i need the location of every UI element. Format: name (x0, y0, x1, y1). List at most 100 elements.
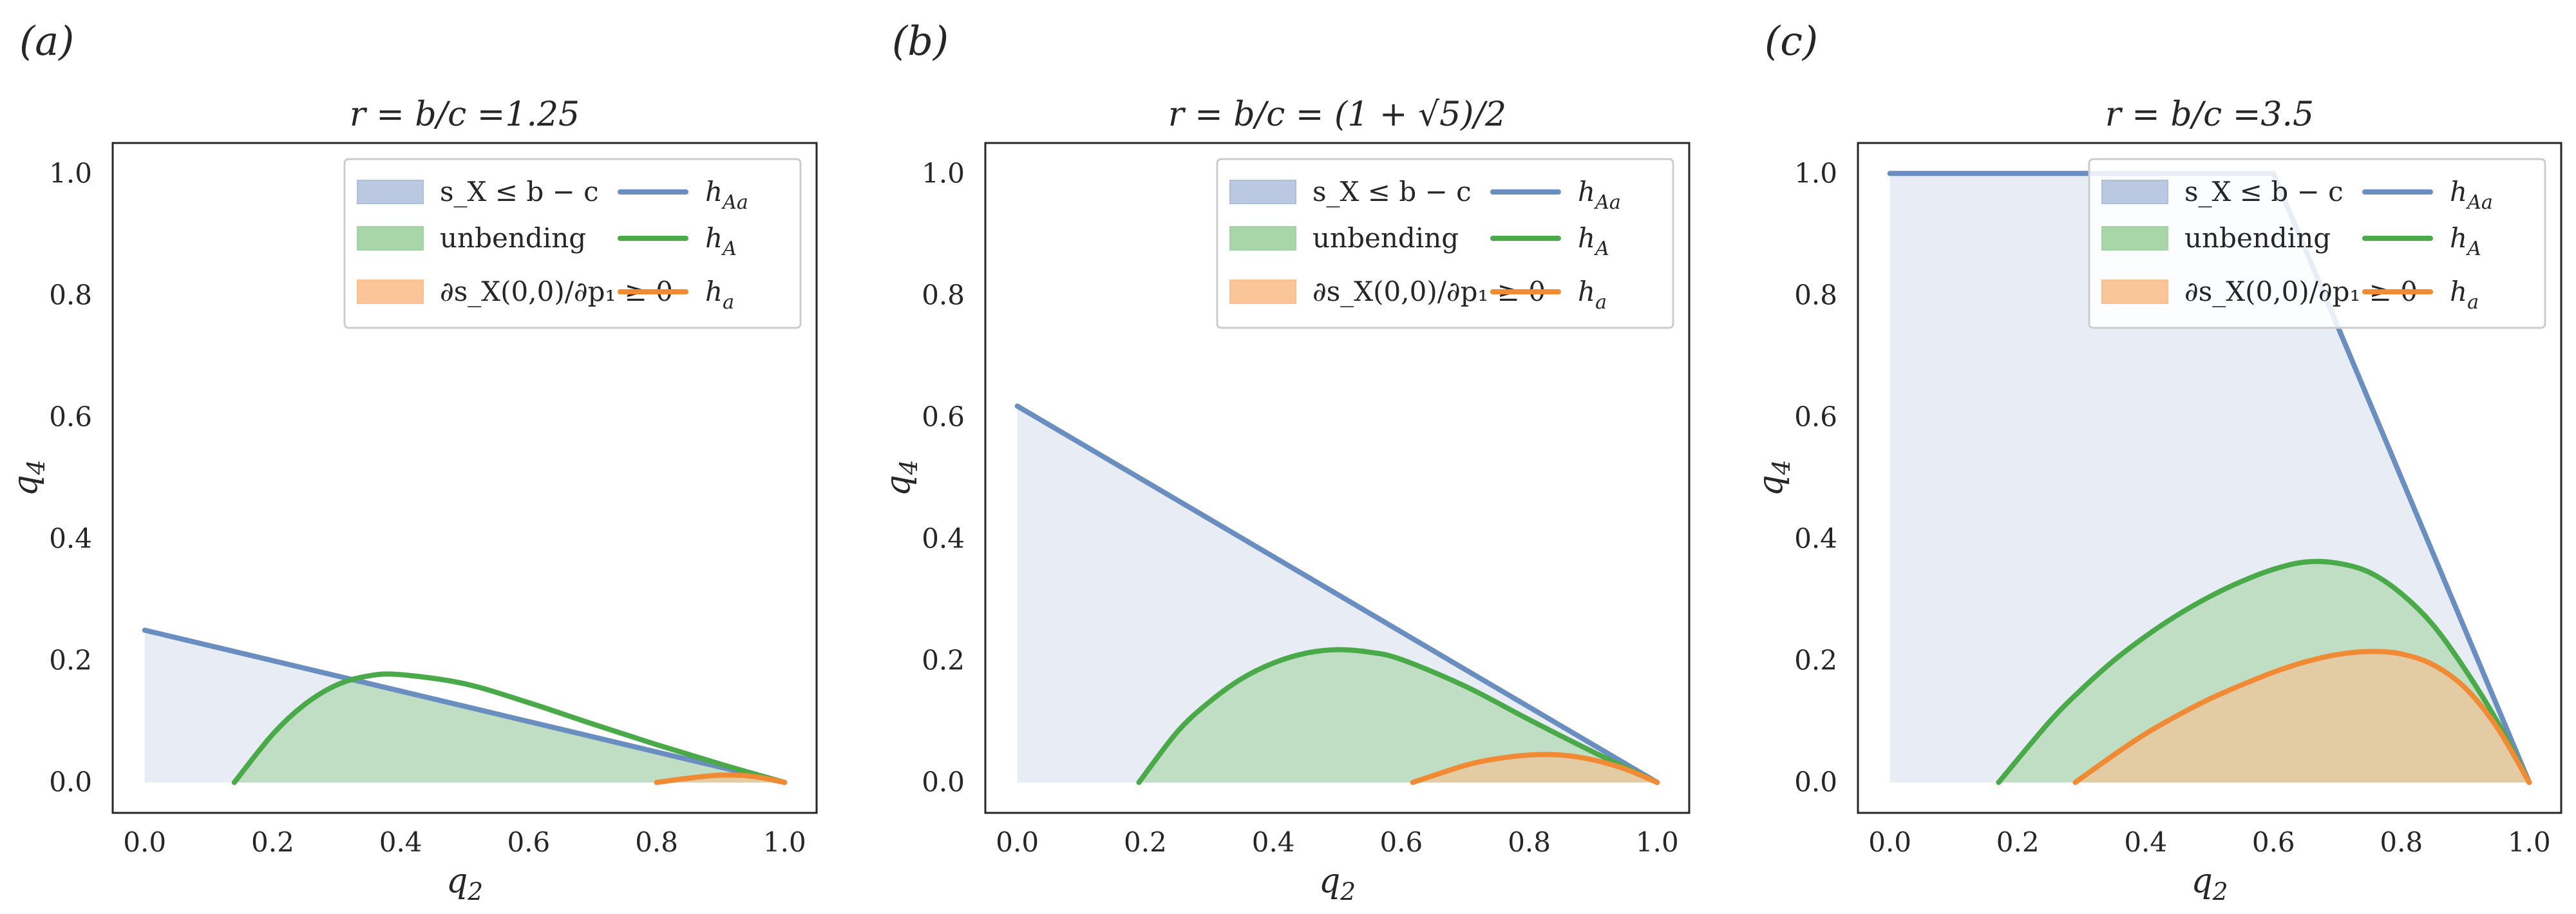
legend-label-unbending: unbending (2184, 222, 2331, 254)
x-tick-label: 0.0 (1868, 826, 1911, 858)
y-axis-label-sub: 4 (895, 459, 923, 475)
x-tick-label: 0.8 (635, 826, 678, 858)
y-tick-label: 0.8 (922, 279, 965, 310)
legend-label-h-a: ha (705, 276, 734, 314)
series-line-h-a (1996, 558, 2532, 785)
y-tick-label: 1.0 (922, 157, 965, 189)
legend-patch-ds (1229, 280, 1296, 304)
y-axis-label-base: q (1752, 475, 1790, 496)
y-tick-label: 1.0 (49, 157, 92, 189)
legend-label-h-a: ha (2450, 276, 2479, 314)
y-tick-label: 0.2 (49, 645, 92, 676)
y-axis-label-base: q (879, 475, 918, 496)
y-tick-label: 0.0 (49, 766, 92, 798)
x-tick-label: 0.6 (2252, 826, 2295, 858)
y-axis-label: q4 (1752, 459, 1795, 496)
legend-label-h-a: ha (1578, 276, 1607, 314)
x-tick-label: 0.4 (2124, 826, 2167, 858)
x-axis-label: q2 (2191, 862, 2228, 906)
legend-label-h-a-sub: a (723, 291, 734, 314)
series-line-h-a (231, 671, 788, 785)
region-unbending (234, 680, 785, 783)
x-tick-label: 1.0 (2508, 826, 2551, 858)
chart-title: r = b/c =3.5 (2105, 95, 2314, 134)
y-tick-label: 1.0 (1794, 157, 1837, 189)
region-ds (2075, 651, 2530, 783)
x-axis-label-sub: 2 (2212, 877, 2228, 906)
legend-patch-unbending (1229, 226, 1296, 251)
x-tick-label: 0.2 (1124, 826, 1167, 858)
legend-frame (343, 158, 802, 329)
legend-label-h-a-sub: a (2467, 291, 2479, 314)
legend-patch-unbending (357, 226, 424, 251)
x-axis-label-base: q (1319, 862, 1340, 900)
x-axis-label-base: q (2191, 862, 2212, 900)
y-tick-label: 0.2 (922, 645, 965, 676)
y-tick-label: 0.8 (49, 279, 92, 310)
x-tick-label: 0.8 (1508, 826, 1551, 858)
legend-label-h-aa: hAa (1578, 176, 1621, 214)
y-tick-label: 0.8 (1794, 279, 1837, 310)
x-tick-label: 0.2 (251, 826, 294, 858)
region-unbending (1139, 649, 1658, 783)
series-line-h-a (1410, 752, 1660, 785)
legend-label-h-aa: hAa (705, 176, 748, 214)
y-tick-label: 0.4 (49, 523, 92, 555)
legend-label-sx: s_X ≤ b − c (440, 176, 599, 207)
chart-title: r = b/c = (1 + √5)/2 (1168, 95, 1506, 134)
legend-label-h-aa-base: h (2450, 176, 2467, 207)
y-axis-label-group: q4 (6, 459, 50, 496)
legend-patch-unbending (2101, 226, 2168, 251)
legend-label-h-aa-sub: Aa (721, 191, 748, 214)
legend-label-h-a: hA (705, 222, 737, 260)
legend-label-h-aa-sub: Aa (1593, 191, 1621, 214)
series-line-h-aa (1014, 403, 1660, 785)
y-axis-label: q4 (879, 459, 923, 496)
legend-patch-sx (2101, 180, 2168, 204)
y-tick-label: 0.0 (1794, 766, 1837, 798)
legend-label-unbending: unbending (440, 222, 586, 254)
legend-label-h-a-base: h (705, 276, 723, 307)
legend-frame (1216, 158, 1674, 329)
axes-frame (1857, 142, 2562, 814)
x-axis-label: q2 (1319, 862, 1356, 906)
legend-label-h-aa-sub: Aa (2465, 191, 2493, 214)
legend-patch-sx (1229, 180, 1296, 204)
legend-label-h-a-sub: a (1595, 291, 1607, 314)
legend-frame (2088, 158, 2546, 329)
legend-label-sx: s_X ≤ b − c (2184, 176, 2344, 207)
y-tick-label: 0.2 (1794, 645, 1837, 676)
x-axis-label-sub: 2 (1340, 877, 1356, 906)
y-tick-label: 0.6 (49, 401, 92, 432)
legend-label-h-a-base: h (705, 222, 723, 254)
legend-label-h-a-base: h (2450, 222, 2467, 254)
series-line-h-a (2072, 649, 2532, 785)
x-tick-label: 0.4 (1252, 826, 1295, 858)
chart-title: r = b/c =1.25 (350, 95, 580, 134)
x-tick-label: 0.6 (1379, 826, 1423, 858)
legend-label-h-a-base: h (1578, 276, 1595, 307)
panel-b: (b) r = b/c = (1 + √5)/2 0.0 0.2 0.4 0.6 0.8 1.… (879, 17, 1690, 906)
x-axis-label-base: q (446, 862, 468, 900)
legend-patch-ds (357, 280, 424, 304)
y-axis-label-group: q4 (1752, 459, 1795, 496)
series-line-h-aa (142, 627, 788, 785)
panel-letter: (a) (19, 17, 74, 64)
x-axis-label: q2 (446, 862, 483, 906)
x-tick-label: 0.6 (507, 826, 550, 858)
x-tick-label: 0.8 (2380, 826, 2423, 858)
y-tick-label: 0.0 (922, 766, 965, 798)
legend-label-h-aa-base: h (1578, 176, 1595, 207)
legend-label-unbending: unbending (1312, 222, 1459, 254)
legend-label-h-aa-base: h (705, 176, 723, 207)
x-axis-label-sub: 2 (467, 877, 483, 906)
y-axis-label-base: q (6, 475, 45, 496)
x-tick-label: 0.0 (123, 826, 166, 858)
y-tick-label: 0.6 (922, 401, 965, 432)
legend-label-h-a-sub: A (2465, 238, 2481, 260)
legend-label-h-a-sub: A (721, 238, 737, 260)
y-tick-label: 0.6 (1794, 401, 1837, 432)
